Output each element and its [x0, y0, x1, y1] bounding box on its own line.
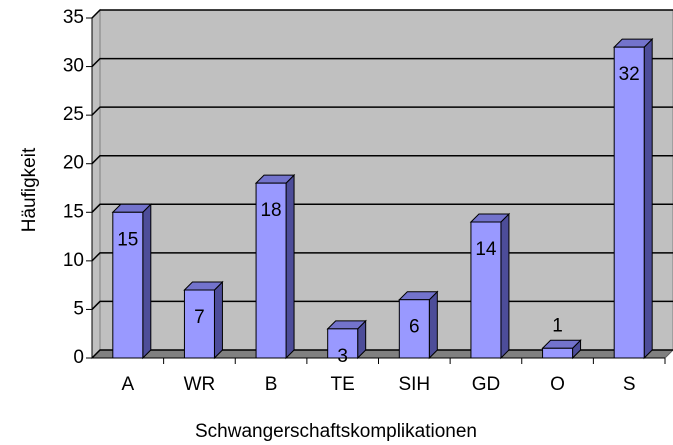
y-tick-label: 20 [63, 153, 84, 174]
bar [542, 347, 574, 359]
bar [255, 182, 287, 359]
grid-line [91, 57, 673, 68]
data-label: 1 [552, 315, 563, 336]
bar-side [643, 37, 653, 360]
bar [613, 46, 645, 359]
x-tick-label: TE [331, 374, 355, 395]
x-tick-label: A [121, 374, 134, 395]
bar-side [285, 173, 295, 360]
grid-line [91, 106, 673, 116]
grid-line [91, 9, 673, 19]
data-label: 14 [475, 239, 497, 260]
y-tick-label: 15 [63, 201, 84, 222]
y-tick-label: 25 [63, 104, 84, 125]
y-tick-label: 30 [63, 56, 84, 77]
bar [327, 328, 359, 359]
x-tick-label: WR [184, 374, 216, 395]
bar [183, 289, 215, 359]
bar [398, 299, 430, 359]
y-tick-label: 10 [63, 250, 84, 271]
data-label: 32 [619, 64, 640, 85]
x-tick-label: S [623, 374, 636, 395]
data-label: 3 [337, 346, 348, 367]
y-tick-label: 0 [73, 347, 84, 368]
y-axis-title: Häufigkeit [19, 147, 40, 232]
bar-side [213, 280, 223, 360]
data-label: 15 [117, 229, 138, 250]
x-tick-label: SIH [398, 374, 430, 395]
bar [112, 211, 144, 359]
x-tick-label: GD [472, 374, 501, 395]
data-label: 7 [194, 307, 205, 328]
floor [90, 349, 673, 359]
y-tick-label: 5 [73, 298, 84, 319]
y-tick-label: 35 [63, 7, 84, 28]
bar [470, 221, 502, 359]
grid-line [91, 203, 673, 213]
data-label: 18 [260, 200, 281, 221]
x-axis-title: Schwangerschaftskomplikationen [195, 421, 477, 442]
bar-side [142, 203, 152, 360]
data-label: 6 [409, 317, 420, 338]
x-tick-label: B [265, 374, 278, 395]
bar-side [500, 212, 510, 360]
grid-line [91, 154, 673, 165]
x-tick-label: O [550, 374, 565, 395]
bar-side [428, 290, 438, 360]
